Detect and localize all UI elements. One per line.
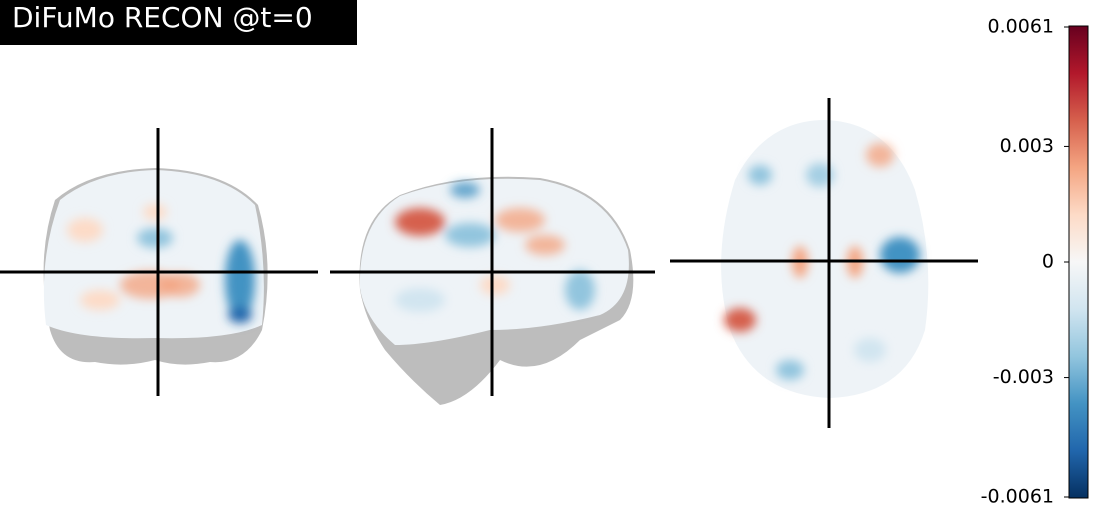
- coronal-view: [0, 128, 318, 396]
- colorbar-tick-label: 0: [1042, 251, 1054, 273]
- colorbar-tick-label: -0.003: [993, 366, 1054, 388]
- sagittal-view: [330, 128, 655, 405]
- colorbar-tick-label: 0.003: [1000, 135, 1054, 157]
- axial-view: [670, 98, 978, 428]
- colorbar-tick-label: 0.0061: [988, 16, 1054, 38]
- title-box: [0, 0, 357, 45]
- title: DiFuMo RECON @t=0: [12, 1, 313, 34]
- colorbar: [1068, 25, 1089, 499]
- colorbar-tick-label: -0.0061: [981, 486, 1054, 508]
